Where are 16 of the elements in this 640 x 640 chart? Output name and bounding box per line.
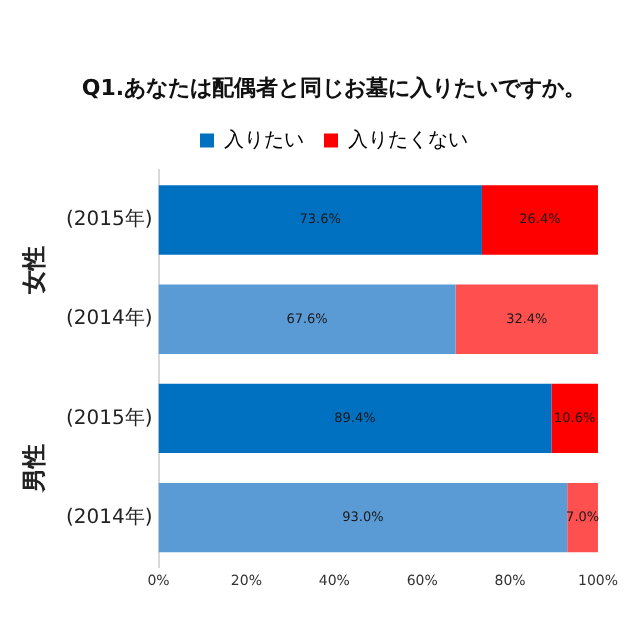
bar xyxy=(455,284,598,354)
bar xyxy=(481,185,598,255)
bar xyxy=(158,185,482,255)
y-tick-label: (2014年) xyxy=(65,504,153,529)
legend-label: 入りたい xyxy=(224,127,304,152)
text: 女性 xyxy=(20,245,49,296)
text: 男性 xyxy=(20,444,49,494)
bar xyxy=(158,284,456,354)
bar xyxy=(158,482,568,553)
legend-label: 入りたくない xyxy=(348,127,468,152)
bar xyxy=(158,383,552,454)
y-tick-label: (2014年) xyxy=(65,306,153,331)
y-tick-label: (2015年) xyxy=(65,405,153,430)
y-tick-label: (2015年) xyxy=(65,207,153,232)
bar xyxy=(551,383,598,454)
chart-title: Q1.あなたは配偶者と同じお墓に入りたいですか。 xyxy=(81,74,587,101)
